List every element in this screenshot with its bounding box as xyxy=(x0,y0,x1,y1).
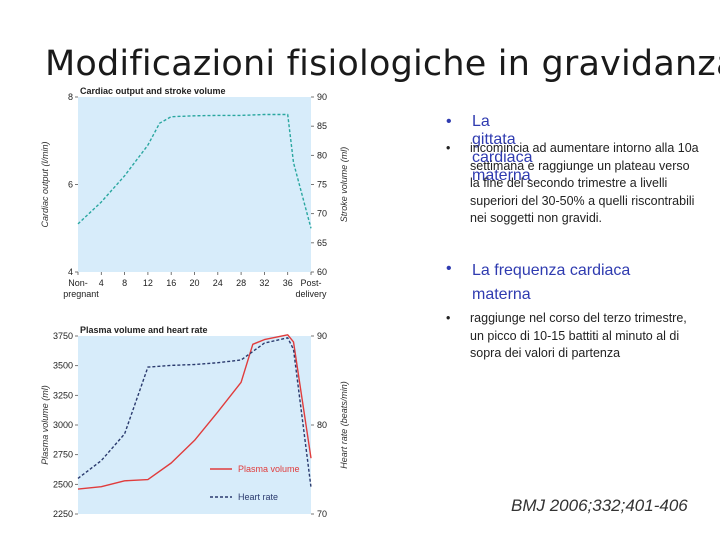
y-left-tick-label: 2250 xyxy=(53,509,73,519)
x-tick-label: delivery xyxy=(295,289,327,299)
x-tick-label: pregnant xyxy=(63,289,99,299)
y-left-tick-label: 2750 xyxy=(53,450,73,460)
y-right-tick-label: 75 xyxy=(317,180,327,190)
x-tick-label: 8 xyxy=(122,278,127,288)
x-tick-label: Non- xyxy=(68,278,88,288)
bullet-dot: • xyxy=(446,141,451,155)
x-tick-label: 28 xyxy=(236,278,246,288)
y-left-tick-label: 2500 xyxy=(53,479,73,489)
legend-label: Heart rate xyxy=(238,492,278,502)
legend-label: Plasma volume xyxy=(238,464,300,474)
y-right-tick-label: 70 xyxy=(317,509,327,519)
plot-area xyxy=(78,97,311,272)
y-left-tick-label: 4 xyxy=(68,267,73,277)
y-right-tick-label: 80 xyxy=(317,150,327,160)
bullet-dot: • xyxy=(446,311,451,325)
y-right-tick-label: 80 xyxy=(317,420,327,430)
y-right-axis-label: Stroke volume (ml) xyxy=(339,147,349,223)
citation: BMJ 2006;332;401-406 xyxy=(511,496,688,515)
y-right-tick-label: 65 xyxy=(317,238,327,248)
chart-title: Plasma volume and heart rate xyxy=(80,325,208,335)
bullet-text: incomincia ad aumentare intorno alla 10a… xyxy=(470,141,699,225)
x-tick-label: 12 xyxy=(143,278,153,288)
bullet-dot: • xyxy=(446,113,452,130)
x-tick-label: 16 xyxy=(166,278,176,288)
x-tick-label: 32 xyxy=(259,278,269,288)
y-right-tick-label: 90 xyxy=(317,331,327,341)
y-left-tick-label: 3500 xyxy=(53,361,73,371)
x-tick-label: Post- xyxy=(300,278,321,288)
y-left-tick-label: 3250 xyxy=(53,390,73,400)
series-line-0 xyxy=(77,113,312,229)
bullet-text: La frequenza cardiaca materna xyxy=(472,262,631,303)
y-right-axis-label: Heart rate (beats/min) xyxy=(339,381,349,469)
bullet-text: La gittata cardiaca materna xyxy=(472,113,533,184)
y-left-axis-label: Cardiac output (l/min) xyxy=(40,141,50,227)
y-right-tick-label: 90 xyxy=(317,92,327,102)
y-right-tick-label: 70 xyxy=(317,209,327,219)
plot-area xyxy=(78,336,311,514)
series-line-0 xyxy=(77,334,312,490)
y-right-tick-label: 85 xyxy=(317,121,327,131)
x-tick-label: 4 xyxy=(99,278,104,288)
x-tick-label: 20 xyxy=(189,278,199,288)
x-tick-label: 24 xyxy=(213,278,223,288)
bullet-dot: • xyxy=(446,260,452,277)
x-tick-label: 36 xyxy=(283,278,293,288)
y-left-tick-label: 8 xyxy=(68,92,73,102)
y-right-tick-label: 60 xyxy=(317,267,327,277)
y-left-tick-label: 3750 xyxy=(53,331,73,341)
chart-title: Cardiac output and stroke volume xyxy=(80,86,226,96)
y-left-axis-label: Plasma volume (ml) xyxy=(40,385,50,465)
slide-title: Modificazioni fisiologiche in gravidanza xyxy=(45,44,720,84)
y-left-tick-label: 3000 xyxy=(53,420,73,430)
y-left-tick-label: 6 xyxy=(68,180,73,190)
bullet-text: raggiunge nel corso del terzo trimestre,… xyxy=(470,311,687,360)
